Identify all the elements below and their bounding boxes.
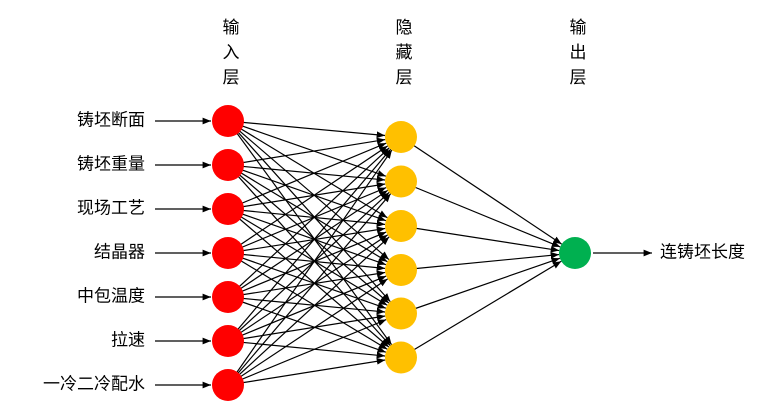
edge	[227, 208, 390, 348]
edge	[227, 120, 391, 303]
input-node	[212, 281, 244, 313]
edge	[227, 164, 388, 263]
input-label: 一冷二冷配水	[43, 375, 145, 395]
input-label: 铸坯重量	[77, 155, 145, 175]
edge	[227, 252, 388, 350]
edge	[227, 120, 393, 345]
input-node	[212, 193, 244, 225]
edge	[227, 145, 389, 254]
edge	[400, 252, 560, 271]
hidden-node	[385, 341, 417, 374]
edge	[400, 260, 562, 359]
edge	[227, 208, 387, 266]
hidden-node	[385, 165, 417, 198]
edge	[227, 226, 386, 254]
hidden-node	[385, 210, 417, 242]
edge	[227, 208, 388, 306]
edge	[227, 164, 390, 304]
edge	[227, 149, 393, 386]
edge	[400, 180, 561, 248]
hidden-node	[385, 121, 417, 153]
edge	[227, 319, 387, 386]
edge	[227, 275, 387, 342]
edge	[227, 296, 386, 315]
edge	[227, 142, 387, 210]
edge	[227, 120, 388, 219]
output-label: 连铸坯长度	[660, 243, 745, 263]
input-node	[212, 369, 244, 401]
edge	[227, 231, 387, 298]
output-node	[559, 237, 591, 269]
edge	[227, 236, 390, 386]
edge	[227, 164, 386, 183]
input-label: 铸坯断面	[77, 111, 145, 131]
edge	[227, 296, 387, 353]
input-node	[212, 149, 244, 181]
edge	[400, 136, 563, 245]
edge	[227, 234, 389, 342]
input-label: 拉速	[111, 331, 145, 351]
edge	[227, 120, 387, 177]
edge	[227, 147, 390, 298]
edge	[227, 120, 386, 139]
edge	[227, 189, 389, 298]
edge	[227, 148, 392, 342]
edge	[400, 225, 560, 253]
hidden-node	[385, 297, 417, 330]
input-label: 现场工艺	[77, 199, 145, 219]
edge	[227, 182, 386, 210]
hidden-node	[385, 254, 417, 286]
edge	[227, 314, 386, 342]
input-node	[212, 237, 244, 269]
input-label: 结晶器	[94, 243, 145, 263]
edge	[227, 252, 386, 271]
edge	[227, 252, 387, 309]
edge	[227, 208, 386, 227]
edge	[227, 193, 392, 386]
layer-title: 输入层	[219, 18, 240, 93]
edge	[227, 270, 386, 298]
input-label: 中包温度	[77, 287, 145, 307]
edge	[227, 164, 387, 222]
input-node	[212, 105, 244, 137]
input-node	[212, 325, 244, 357]
edge	[227, 278, 389, 386]
edge	[400, 257, 561, 315]
edge	[227, 340, 386, 359]
edge	[227, 120, 390, 261]
edge	[227, 137, 386, 166]
edges	[155, 117, 652, 389]
edge	[227, 358, 386, 386]
edge	[227, 191, 390, 342]
edge	[227, 187, 387, 254]
edge	[227, 164, 391, 347]
layer-title: 隐藏层	[392, 18, 413, 93]
layer-title: 输出层	[566, 18, 587, 93]
